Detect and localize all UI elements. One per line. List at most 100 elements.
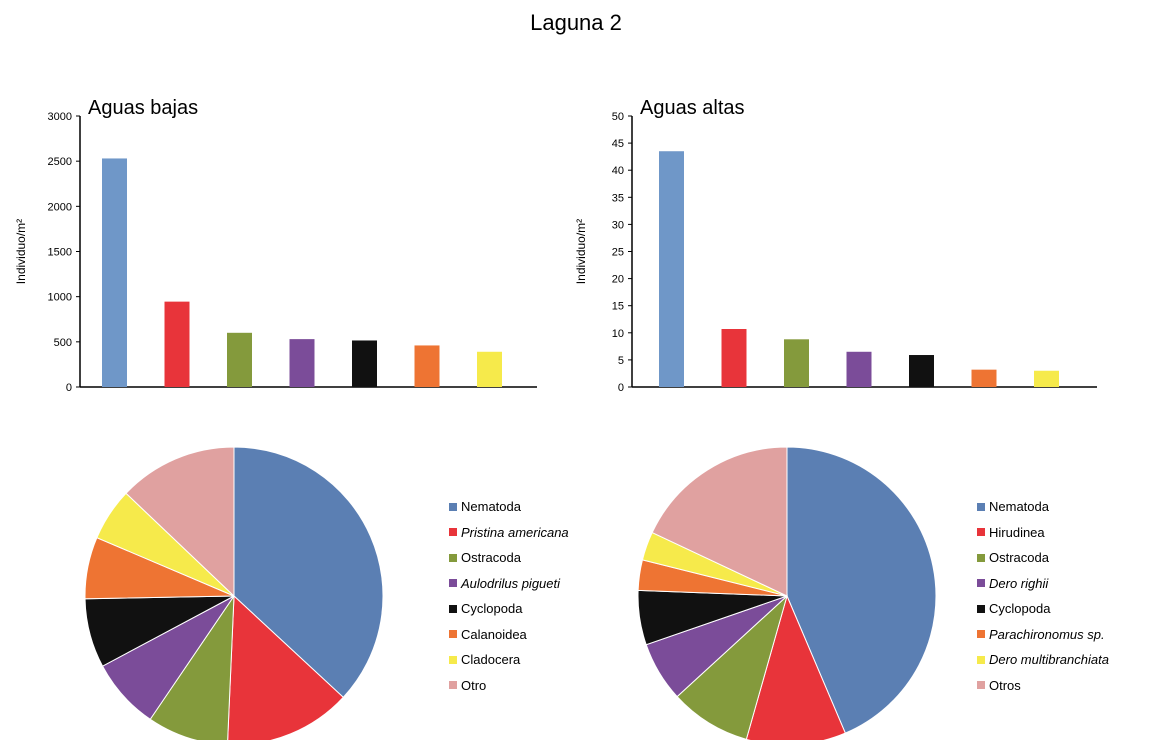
- legend-label: Ostracoda: [989, 550, 1049, 565]
- bar-calanoidea: [414, 345, 440, 387]
- legend-swatch: [977, 604, 985, 613]
- bar-chart-aguas-bajas: 0 500 1000 1500 2000 2500 3000 Aguas bajas Indiv…: [14, 97, 537, 394]
- y-tick-label: 15: [612, 301, 624, 313]
- legend-label: Calanoidea: [461, 626, 527, 642]
- legend-label: Nematoda: [461, 499, 521, 514]
- legend-item-otros: Otros: [977, 673, 1109, 699]
- legend-swatch: [449, 528, 457, 537]
- legend-item-dero-righii: Dero righii: [977, 571, 1109, 597]
- legend-item-cladocera: Cladocera: [449, 647, 569, 673]
- legend-swatch: [977, 502, 985, 511]
- y-tick-label: 50: [612, 111, 624, 123]
- y-tick-label: 20: [612, 274, 624, 286]
- legend-swatch: [977, 681, 985, 690]
- legend-item-calanoidea: Calanoidea: [449, 622, 569, 648]
- slice-otros: [651, 446, 788, 597]
- slice-ostracoda: [676, 594, 788, 740]
- slice-ostracoda: [149, 594, 235, 740]
- figure-title: Laguna 2: [530, 10, 622, 35]
- slice-otro: [125, 446, 235, 598]
- legend-swatch: [977, 528, 985, 537]
- y-tick-label: 30: [612, 219, 624, 231]
- y-tick-label: 10: [612, 328, 624, 340]
- bar-nematoda: [659, 151, 684, 387]
- bar-pristina-americana: [164, 301, 190, 387]
- chart-title: Aguas altas: [640, 97, 745, 119]
- legend-swatch: [449, 630, 457, 639]
- y-tick-label: 35: [612, 192, 624, 204]
- slice-nematoda: [786, 446, 937, 734]
- bar-parachironomus-sp: [971, 369, 997, 387]
- y-tick-label: 5: [618, 355, 624, 367]
- legend-swatch: [449, 681, 457, 690]
- pie-chart-aguas-altas: [637, 446, 937, 740]
- bar-nematoda: [102, 158, 127, 387]
- bar-ostracoda: [227, 332, 252, 387]
- bar-aulodrilus-pigueti: [289, 339, 315, 387]
- legend-item-ostracoda: Ostracoda: [449, 545, 569, 571]
- y-tick-label: 40: [612, 165, 624, 177]
- slice-hirudinea: [745, 594, 846, 740]
- legend-item-dero-multibranchiata: Dero multibranchiata: [977, 647, 1109, 673]
- y-axis-label: Individuo/m²: [14, 219, 28, 284]
- bar-hirudinea: [721, 329, 747, 387]
- legend-aguas-altas: Nematoda Hirudinea Ostracoda Dero righii Cyc…: [977, 494, 1109, 698]
- legend-item-cyclopoda: Cyclopoda: [977, 596, 1109, 622]
- chart-title: Aguas bajas: [88, 97, 198, 119]
- legend-label: Hirudinea: [989, 524, 1045, 540]
- y-tick-label: 1000: [48, 292, 72, 304]
- legend-swatch: [449, 655, 457, 664]
- legend-swatch: [449, 579, 457, 588]
- legend-item-nematoda: Nematoda: [449, 494, 569, 520]
- y-tick-label: 45: [612, 138, 624, 150]
- legend-label: Otro: [461, 677, 487, 693]
- y-axis-label: Individuo/m²: [574, 219, 588, 284]
- legend-label: Cyclopoda: [461, 601, 523, 616]
- legend-aguas-bajas: Nematoda Pristina americana Ostracoda Aulod…: [449, 494, 569, 698]
- legend-label: Otros: [989, 677, 1021, 693]
- legend-swatch: [977, 655, 985, 664]
- legend-item-ostracoda: Ostracoda: [977, 545, 1109, 571]
- legend-swatch: [449, 604, 457, 613]
- legend-item-nematoda: Nematoda: [977, 494, 1109, 520]
- legend-label: Ostracoda: [461, 550, 521, 565]
- legend-swatch: [449, 502, 457, 511]
- legend-item-hirudinea: Hirudinea: [977, 520, 1109, 546]
- legend-item-pristina-americana: Pristina americana: [449, 520, 569, 546]
- legend-label: Dero righii: [989, 575, 1049, 591]
- y-tick-label: 1500: [48, 247, 72, 259]
- bar-cyclopoda: [909, 355, 934, 387]
- legend-item-aulodrilus-pigueti: Aulodrilus pigueti: [449, 571, 569, 597]
- bar-dero-multibranchiata: [1034, 370, 1059, 387]
- pie-chart-aguas-bajas: [84, 446, 384, 740]
- legend-item-parachironomus-sp: Parachironomus sp.: [977, 622, 1109, 648]
- legend-label: Parachironomus sp.: [989, 626, 1105, 642]
- y-tick-label: 2500: [48, 156, 72, 168]
- y-tick-label: 0: [66, 382, 72, 394]
- y-tick-label: 3000: [48, 111, 72, 123]
- legend-label: Pristina americana: [461, 524, 569, 540]
- bar-cyclopoda: [352, 340, 377, 387]
- y-tick-label: 0: [618, 382, 624, 394]
- legend-label: Cladocera: [461, 652, 521, 667]
- y-tick-label: 25: [612, 247, 624, 259]
- legend-label: Nematoda: [989, 499, 1049, 514]
- legend-label: Cyclopoda: [989, 601, 1051, 616]
- legend-swatch: [977, 553, 985, 562]
- legend-label: Aulodrilus pigueti: [461, 575, 561, 591]
- slice-pristina-americana: [227, 594, 344, 740]
- y-tick-label: 500: [54, 337, 72, 349]
- slice-nematoda: [233, 446, 384, 699]
- legend-label: Dero multibranchiata: [989, 652, 1109, 667]
- y-tick-label: 2000: [48, 201, 72, 213]
- legend-item-cyclopoda: Cyclopoda: [449, 596, 569, 622]
- legend-item-otro: Otro: [449, 673, 569, 699]
- bar-cladocera: [477, 351, 502, 387]
- bar-ostracoda: [784, 339, 809, 387]
- legend-swatch: [449, 553, 457, 562]
- bar-dero-righii: [846, 351, 872, 387]
- bar-chart-aguas-altas: 0 5 10 15 20 25 30 35 40 45 50 Aguas altas Individuo…: [574, 97, 1097, 394]
- legend-swatch: [977, 579, 985, 588]
- legend-swatch: [977, 630, 985, 639]
